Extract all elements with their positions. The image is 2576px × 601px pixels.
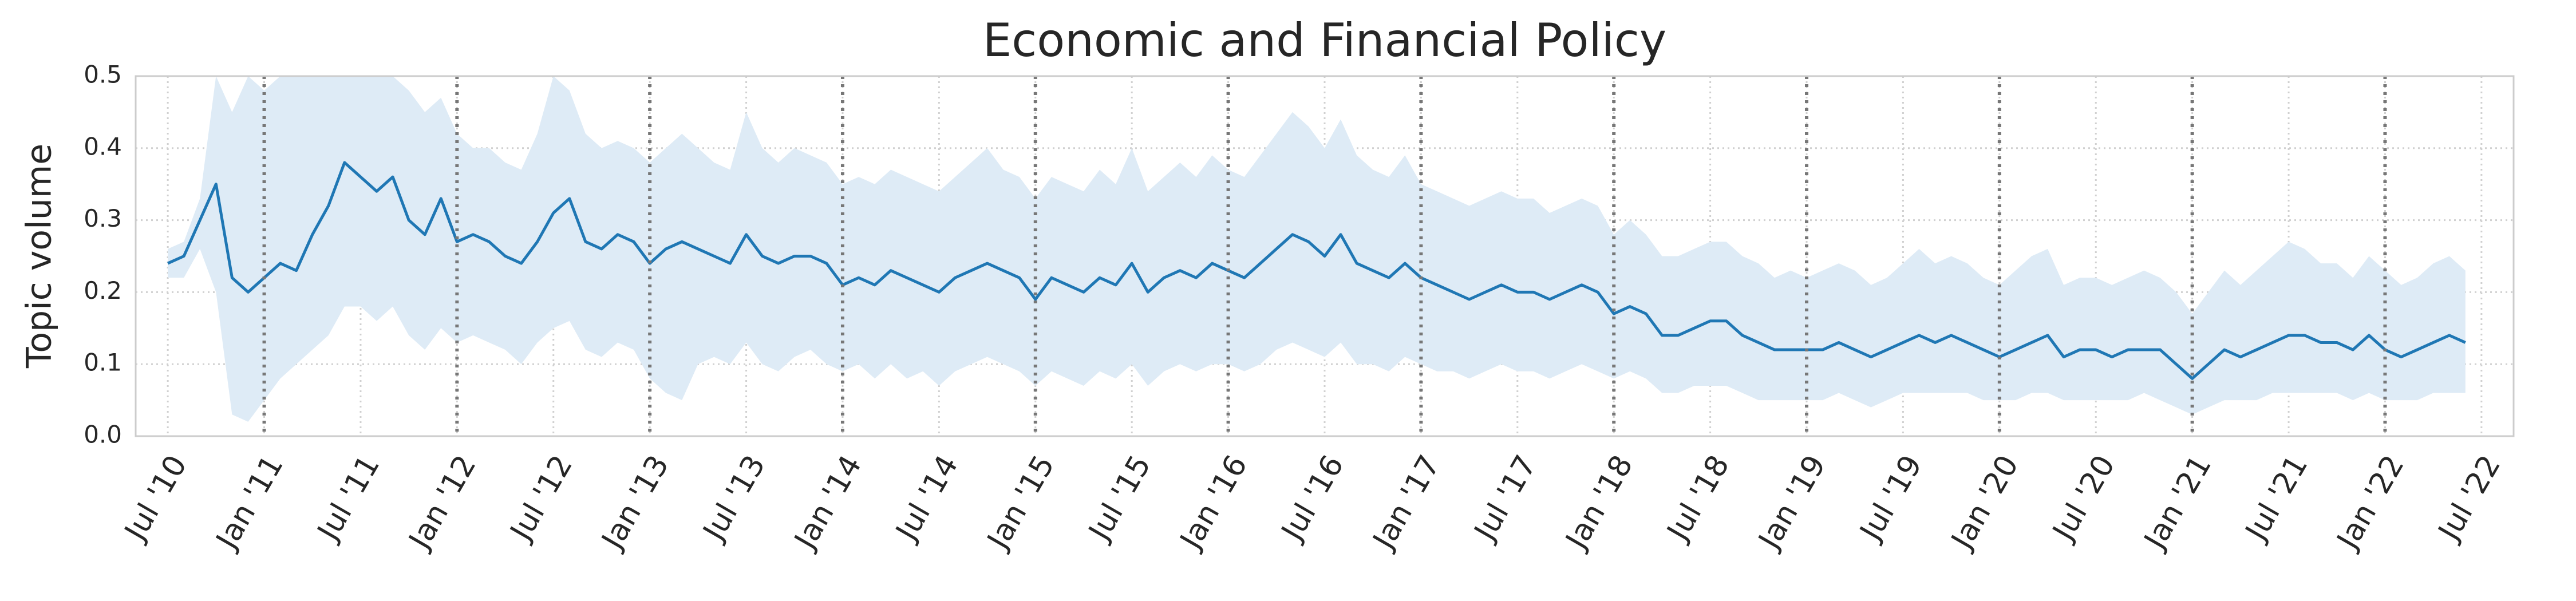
x-tick-label: Jan '22 [2330, 450, 2411, 556]
y-tick-label: 0.3 [84, 204, 122, 232]
x-tick-label: Jul '13 [696, 450, 772, 548]
x-tick-label: Jul '22 [2431, 450, 2507, 548]
x-tick-label: Jan '21 [2137, 450, 2218, 556]
y-tick-label: 0.0 [84, 421, 122, 449]
x-tick-label: Jul '11 [310, 450, 386, 548]
x-tick-label: Jul '10 [117, 450, 193, 548]
x-tick-label: Jan '11 [209, 450, 290, 556]
x-tick-label: Jan '17 [1366, 450, 1447, 556]
y-tick-label: 0.4 [84, 132, 122, 160]
series-line [167, 161, 2466, 380]
x-tick-label: Jan '15 [980, 450, 1061, 556]
plot-frame [135, 75, 2515, 437]
x-tick-label: Jan '14 [787, 450, 868, 556]
x-tick-label: Jul '15 [1081, 450, 1157, 548]
x-tick-label: Jan '13 [595, 450, 676, 556]
plot-area [167, 76, 2466, 422]
x-tick-label: Jan '20 [1944, 450, 2025, 556]
x-tick-label: Jul '19 [1852, 450, 1929, 548]
chart-title: Economic and Financial Policy [983, 14, 1667, 67]
x-tick-label: Jan '16 [1173, 450, 1254, 556]
y-axis-label: Topic volume [19, 144, 60, 369]
y-tick-label: 0.1 [84, 349, 122, 377]
x-tick-label: Jul '12 [503, 450, 579, 548]
x-tick-label: Jul '14 [888, 450, 965, 548]
y-tick-label: 0.5 [84, 61, 122, 89]
x-tick-label: Jul '21 [2238, 450, 2314, 548]
x-tick-label: Jan '19 [1751, 450, 1832, 556]
x-tick-label: Jul '16 [1274, 450, 1350, 548]
x-tick-label: Jul '17 [1467, 450, 1543, 548]
x-tick-label: Jul '18 [1660, 450, 1736, 548]
x-tick-label: Jul '20 [2045, 450, 2121, 548]
y-tick-label: 0.2 [84, 276, 122, 305]
x-tick-label: Jan '18 [1559, 450, 1640, 556]
x-tick-label: Jan '12 [402, 450, 483, 556]
